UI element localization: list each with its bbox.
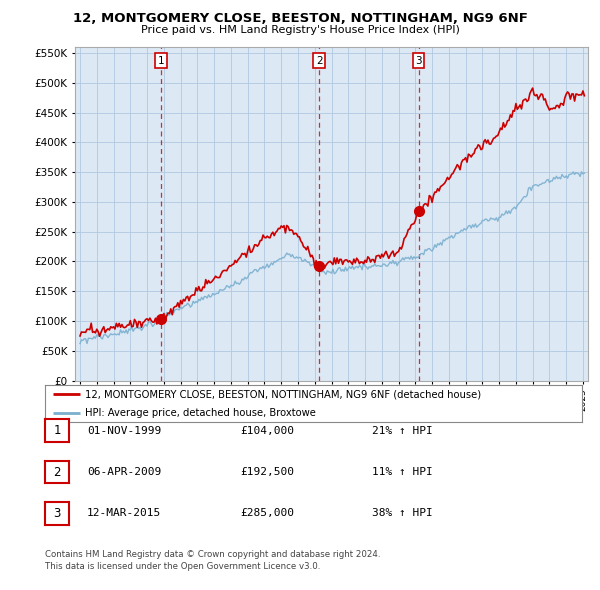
- Text: 3: 3: [53, 507, 61, 520]
- Text: 1: 1: [53, 424, 61, 437]
- Text: 01-NOV-1999: 01-NOV-1999: [87, 426, 161, 435]
- Text: 12-MAR-2015: 12-MAR-2015: [87, 509, 161, 518]
- Text: 12, MONTGOMERY CLOSE, BEESTON, NOTTINGHAM, NG9 6NF (detached house): 12, MONTGOMERY CLOSE, BEESTON, NOTTINGHA…: [85, 389, 481, 399]
- Text: Price paid vs. HM Land Registry's House Price Index (HPI): Price paid vs. HM Land Registry's House …: [140, 25, 460, 35]
- Text: 3: 3: [415, 55, 422, 65]
- Text: 12, MONTGOMERY CLOSE, BEESTON, NOTTINGHAM, NG9 6NF: 12, MONTGOMERY CLOSE, BEESTON, NOTTINGHA…: [73, 12, 527, 25]
- Text: 21% ↑ HPI: 21% ↑ HPI: [372, 426, 433, 435]
- Text: £285,000: £285,000: [240, 509, 294, 518]
- Text: 38% ↑ HPI: 38% ↑ HPI: [372, 509, 433, 518]
- Text: 06-APR-2009: 06-APR-2009: [87, 467, 161, 477]
- Text: HPI: Average price, detached house, Broxtowe: HPI: Average price, detached house, Brox…: [85, 408, 316, 418]
- Text: 11% ↑ HPI: 11% ↑ HPI: [372, 467, 433, 477]
- Text: £104,000: £104,000: [240, 426, 294, 435]
- Text: This data is licensed under the Open Government Licence v3.0.: This data is licensed under the Open Gov…: [45, 562, 320, 571]
- Text: £192,500: £192,500: [240, 467, 294, 477]
- Text: Contains HM Land Registry data © Crown copyright and database right 2024.: Contains HM Land Registry data © Crown c…: [45, 550, 380, 559]
- Text: 1: 1: [158, 55, 164, 65]
- Text: 2: 2: [316, 55, 323, 65]
- Text: 2: 2: [53, 466, 61, 478]
